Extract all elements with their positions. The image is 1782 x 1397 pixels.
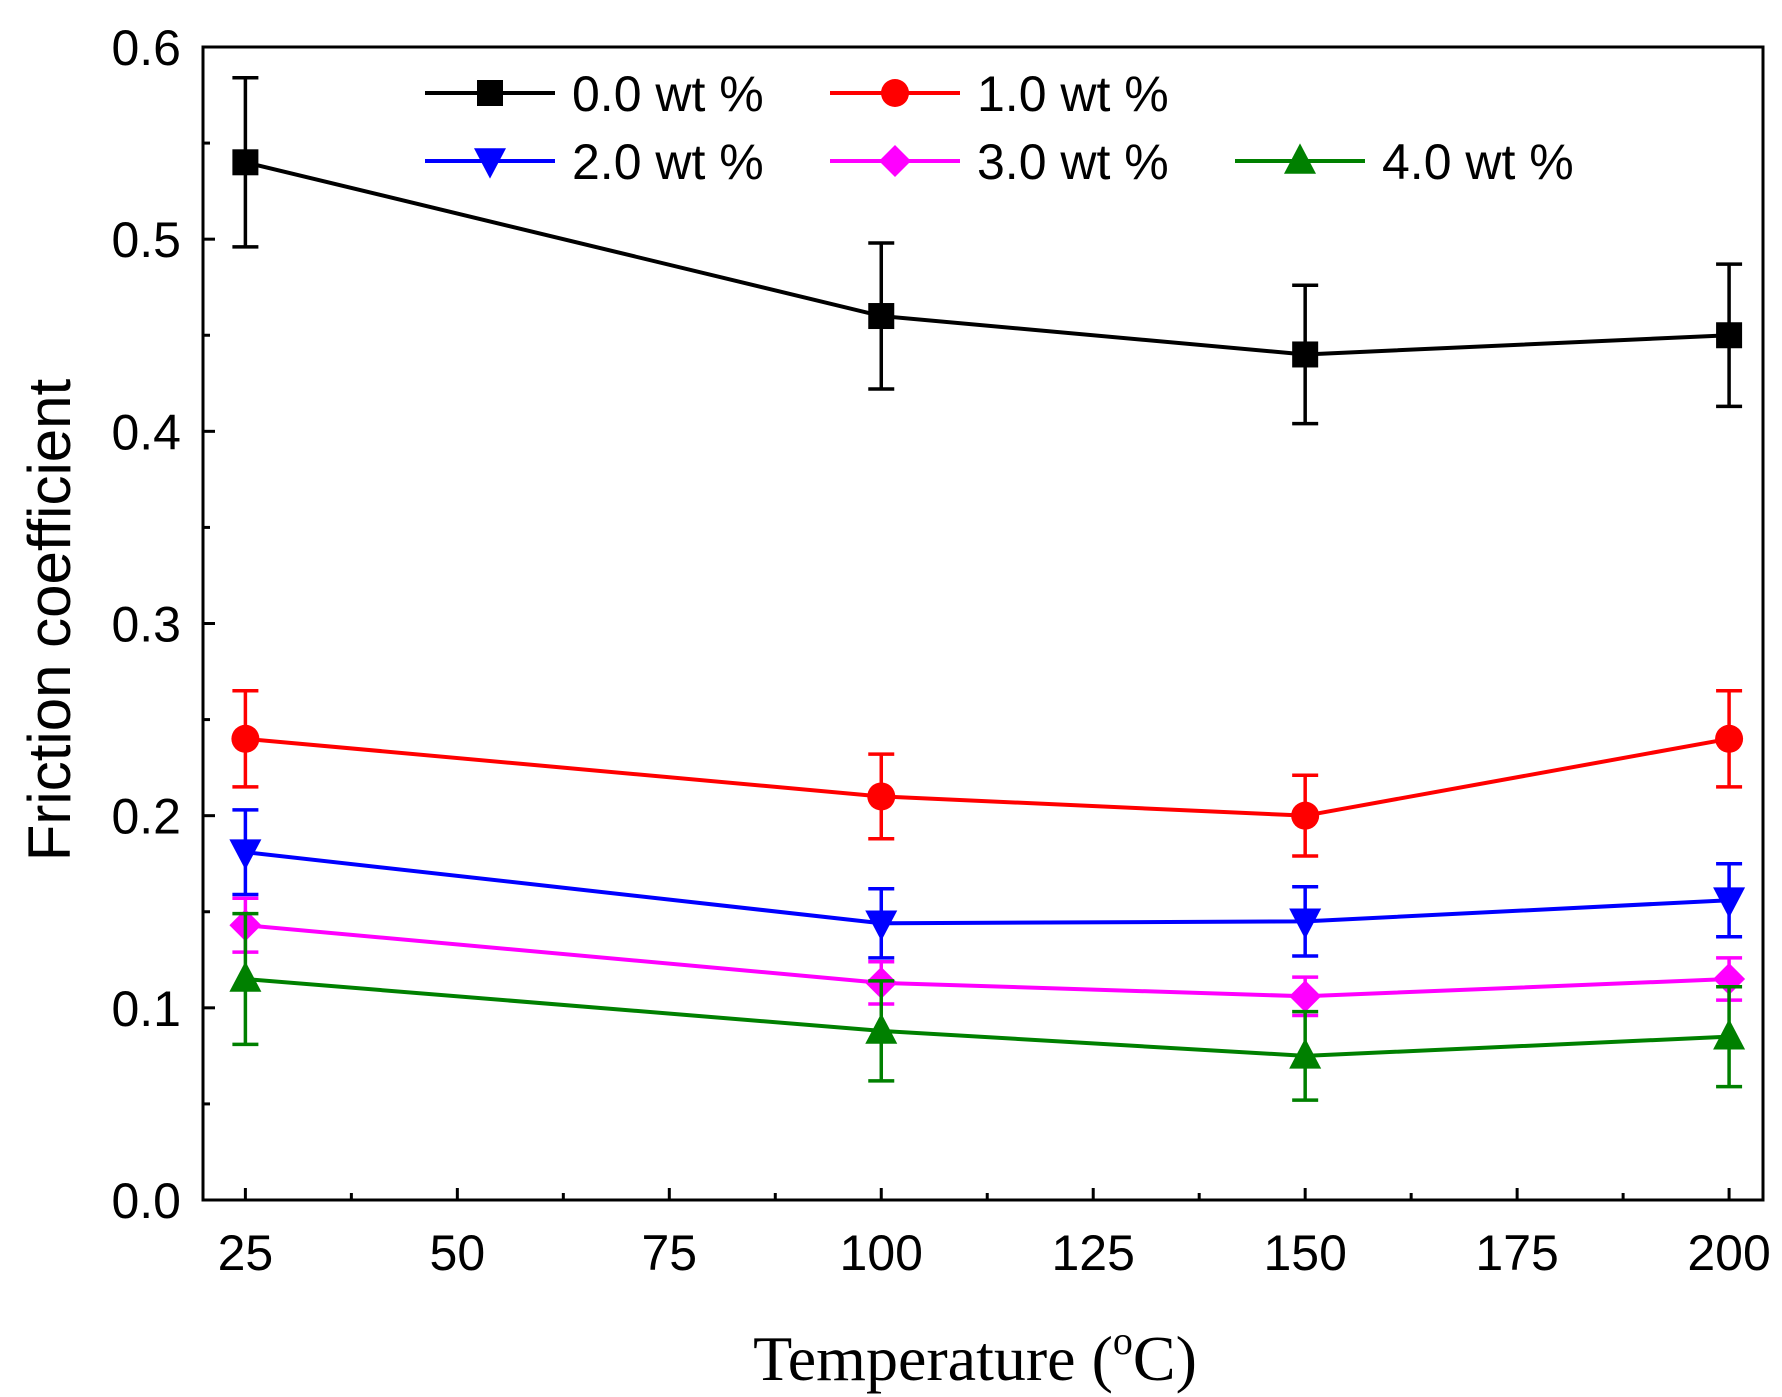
y-tick-label: 0.0 — [111, 1173, 181, 1229]
legend-marker — [1284, 143, 1316, 174]
data-point — [1713, 1019, 1746, 1050]
data-point — [1716, 322, 1743, 349]
x-tick-label: 200 — [1687, 1225, 1770, 1281]
legend-marker — [879, 145, 911, 177]
data-point — [1289, 908, 1322, 939]
legend-label: 0.0 wt % — [572, 66, 764, 122]
data-point — [865, 910, 898, 941]
legend-item: 0.0 wt % — [425, 66, 764, 122]
y-tick-label: 0.3 — [111, 597, 181, 653]
data-point — [865, 1013, 898, 1044]
series-line — [245, 736, 1730, 818]
legend-label: 2.0 wt % — [572, 134, 764, 190]
legend-marker — [477, 80, 503, 106]
series-2-0-wt — [229, 808, 1746, 960]
data-point — [1291, 801, 1320, 830]
x-tick-label: 100 — [840, 1225, 923, 1281]
y-tick-label: 0.1 — [111, 981, 181, 1037]
x-axis-title-main: Temperature ( — [753, 1323, 1113, 1394]
data-point — [1292, 341, 1319, 368]
legend-item: 4.0 wt % — [1235, 134, 1574, 190]
x-axis-title: Temperature (oC) — [753, 1318, 1197, 1394]
data-point — [867, 782, 896, 811]
x-tick-label: 175 — [1475, 1225, 1558, 1281]
y-tick-label: 0.6 — [111, 20, 181, 76]
y-tick-label: 0.5 — [111, 212, 181, 268]
legend: 0.0 wt % 1.0 wt % 2.0 wt % 3.0 wt % 4.0 wt % — [425, 66, 1574, 190]
series-1-0-wt — [231, 689, 1744, 858]
x-tick-label: 25 — [218, 1225, 274, 1281]
series-line — [245, 977, 1730, 1058]
legend-marker — [474, 148, 506, 179]
data-point — [1289, 980, 1322, 1013]
legend-label: 4.0 wt % — [1382, 134, 1574, 190]
legend-item: 1.0 wt % — [830, 66, 1169, 122]
series-line — [245, 923, 1730, 999]
y-axis-title: Friction coefficient — [16, 378, 83, 861]
legend-item: 2.0 wt % — [425, 134, 764, 190]
data-point — [231, 724, 260, 753]
y-tick-label: 0.4 — [111, 404, 181, 460]
data-point — [229, 961, 262, 992]
legend-label: 1.0 wt % — [977, 66, 1169, 122]
legend-item: 3.0 wt % — [830, 134, 1169, 190]
legend-label: 3.0 wt % — [977, 134, 1169, 190]
x-tick-label: 125 — [1051, 1225, 1134, 1281]
series-line — [244, 160, 1730, 357]
data-point — [229, 839, 262, 870]
data-point — [1715, 724, 1744, 753]
data-point — [1289, 1038, 1322, 1069]
series-line — [245, 850, 1730, 926]
data-point — [1713, 887, 1746, 918]
series-0-0-wt — [232, 75, 1743, 426]
x-axis-title-degree: o — [1113, 1318, 1133, 1363]
legend-marker — [881, 79, 909, 107]
y-tick-label: 0.2 — [111, 789, 181, 845]
x-tick-label: 50 — [430, 1225, 486, 1281]
x-tick-label: 150 — [1263, 1225, 1346, 1281]
x-axis-title-unit: C) — [1133, 1323, 1197, 1394]
x-tick-label: 75 — [641, 1225, 697, 1281]
data-point — [868, 303, 895, 330]
series-4-0-wt — [229, 911, 1746, 1102]
plot-frame — [201, 45, 1765, 1202]
data-point — [232, 149, 259, 176]
